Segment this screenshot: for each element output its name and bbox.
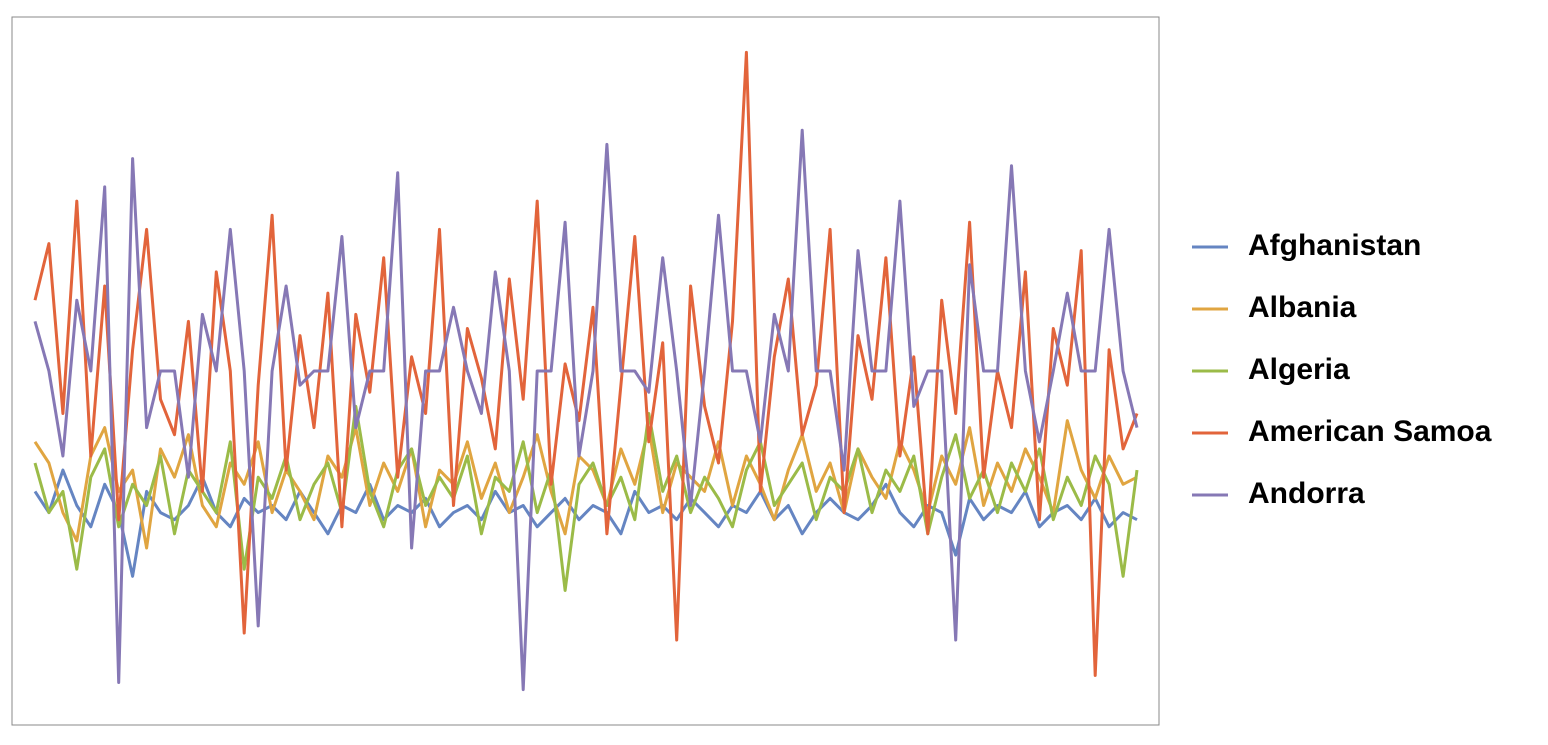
- series-line: [33, 128, 1139, 692]
- legend-label: Andorra: [1248, 477, 1365, 510]
- legend-label: Albania: [1248, 291, 1357, 324]
- legend-label: Algeria: [1248, 353, 1350, 386]
- series-line: [33, 404, 1139, 592]
- series-line: [33, 419, 1138, 550]
- legend-label: American Samoa: [1248, 415, 1492, 448]
- series-line: [33, 50, 1139, 677]
- legend-label: Afghanistan: [1248, 229, 1421, 262]
